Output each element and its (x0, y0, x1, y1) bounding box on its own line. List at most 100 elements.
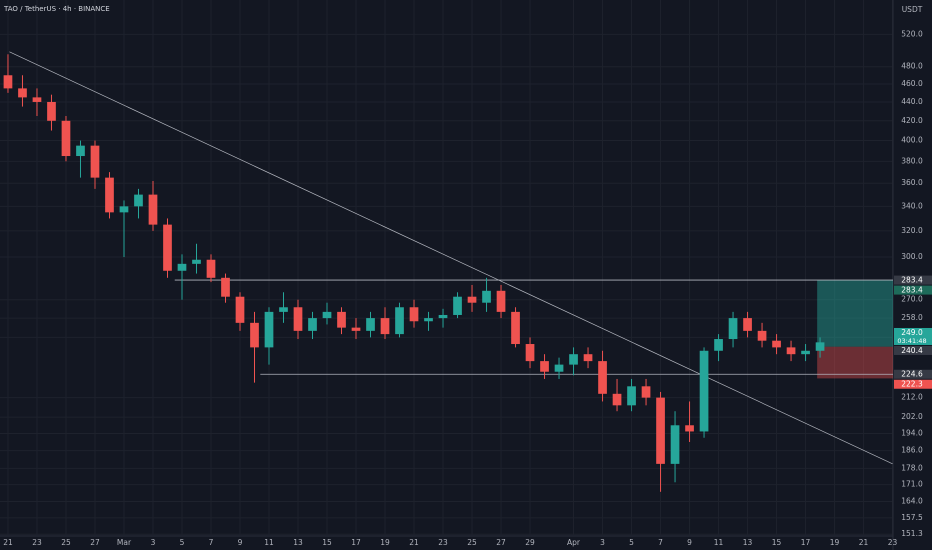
y-tick-label: 157.5 (901, 513, 923, 522)
chart-title: TAO / TetherUS · 4h · BINANCE (3, 5, 110, 13)
y-tick-label: 186.0 (901, 446, 923, 455)
countdown: 03:41:48 (897, 337, 926, 345)
x-tick-label: 23 (32, 538, 42, 547)
currency-label: USDT (902, 5, 923, 14)
candle-body (656, 397, 665, 464)
stop-zone (817, 346, 893, 379)
candle-body (221, 277, 230, 297)
candle-body (453, 296, 462, 315)
candle-body (395, 307, 404, 335)
candle-body (786, 347, 796, 355)
candle-body (264, 311, 274, 348)
candle-body (569, 354, 578, 365)
candle-body (815, 342, 825, 351)
candle-body (337, 311, 346, 328)
candle-body (627, 386, 636, 406)
y-tick-label: 270.0 (901, 295, 923, 304)
x-tick-label: 11 (264, 538, 274, 547)
y-tick-label: 480.0 (901, 62, 923, 71)
candle-body (511, 311, 520, 345)
candle-body (105, 177, 114, 213)
x-tick-label: 9 (687, 538, 692, 547)
candle-body (496, 290, 506, 312)
y-tick-label: 420.0 (901, 116, 923, 125)
y-tick-label: 360.0 (901, 178, 923, 187)
candle-body (699, 350, 709, 432)
x-tick-label: 17 (801, 538, 811, 547)
x-tick-label: 17 (351, 538, 361, 547)
x-tick-label: 13 (293, 538, 303, 547)
x-tick-label: 19 (830, 538, 840, 547)
y-tick-label: 440.0 (901, 97, 923, 106)
candle-body (598, 361, 607, 394)
y-tick-label: 320.0 (901, 226, 923, 235)
x-tick-label: 7 (209, 538, 214, 547)
target-zone (817, 280, 893, 347)
candle-body (322, 311, 332, 319)
candle-body (351, 327, 361, 331)
price-label: 283.4 (901, 275, 923, 284)
candle-body (409, 307, 419, 322)
candle-body (467, 296, 477, 303)
x-tick-label: 23 (888, 538, 898, 547)
x-tick-label: 21 (859, 538, 869, 547)
price-label: 222.3 (901, 380, 923, 389)
y-tick-label: 300.0 (901, 252, 923, 261)
candle-body (714, 339, 723, 351)
y-tick-label: 520.0 (901, 29, 923, 38)
x-tick-label: 3 (151, 538, 156, 547)
candle-body (670, 425, 680, 464)
candle-body (192, 259, 201, 264)
candle-body (612, 393, 622, 406)
x-tick-label: 5 (180, 538, 185, 547)
candle-body (119, 206, 129, 213)
y-tick-label: 178.0 (901, 463, 923, 472)
candle-body (18, 88, 27, 98)
candle-body (90, 145, 100, 178)
candle-body (743, 318, 752, 331)
x-tick-label: 21 (409, 538, 419, 547)
candle-body (250, 322, 259, 348)
candle-body (148, 194, 158, 225)
candle-body (32, 97, 42, 102)
x-tick-label: 27 (90, 538, 100, 547)
y-tick-label: 151.3 (901, 529, 923, 538)
price-label-box (894, 327, 932, 345)
candle-body (134, 194, 143, 207)
x-tick-label: 25 (467, 538, 477, 547)
y-tick-label: 164.0 (901, 497, 923, 506)
y-tick-label: 202.0 (901, 412, 923, 421)
x-tick-label: 21 (3, 538, 13, 547)
x-tick-label: 9 (238, 538, 243, 547)
candle-body (47, 101, 56, 121)
price-label-box (894, 369, 932, 379)
candle-body (554, 364, 564, 372)
candle-body (772, 340, 781, 348)
candle-body (540, 361, 549, 372)
y-tick-label: 340.0 (901, 201, 923, 210)
candle-body (583, 354, 593, 362)
price-label-box (894, 275, 932, 285)
y-tick-label: 258.0 (901, 313, 923, 322)
candle-body (380, 318, 390, 335)
x-tick-label: Mar (117, 538, 132, 547)
candle-body (177, 263, 187, 271)
x-tick-label: 25 (61, 538, 71, 547)
candle-body (163, 224, 172, 271)
candle-body (728, 318, 738, 340)
x-tick-label: 23 (438, 538, 448, 547)
price-label-box (894, 345, 932, 355)
price-label: 224.6 (901, 370, 923, 379)
y-tick-label: 171.0 (901, 480, 923, 489)
x-tick-label: 11 (714, 538, 724, 547)
candle-body (641, 386, 651, 398)
y-tick-label: 380.0 (901, 156, 923, 165)
x-tick-label: 13 (743, 538, 753, 547)
candle-body (308, 318, 317, 331)
candle-body (61, 120, 71, 157)
candle-body (235, 296, 245, 323)
price-label: 283.4 (901, 285, 923, 294)
candle-body (293, 307, 303, 331)
